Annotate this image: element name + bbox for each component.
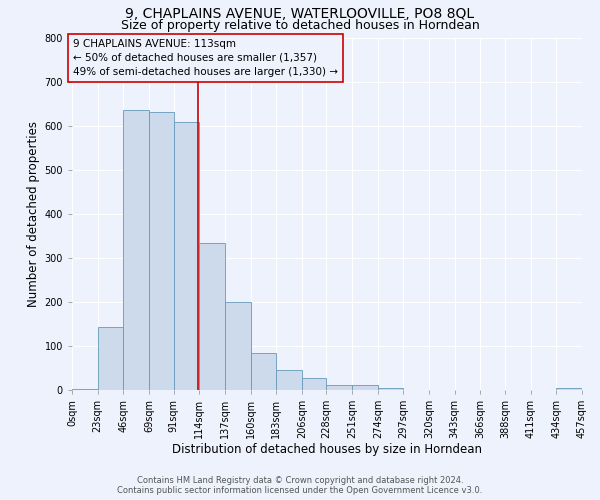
Bar <box>302 378 326 390</box>
Bar <box>124 110 149 390</box>
Bar <box>352 384 378 390</box>
Y-axis label: Number of detached properties: Number of detached properties <box>28 120 40 306</box>
Bar <box>326 385 352 390</box>
X-axis label: Distribution of detached houses by size in Horndean: Distribution of detached houses by size … <box>172 442 482 456</box>
Bar <box>98 327 124 390</box>
Bar <box>251 353 276 390</box>
Text: Contains HM Land Registry data © Crown copyright and database right 2024.
Contai: Contains HM Land Registry data © Crown c… <box>118 476 482 495</box>
Bar <box>199 244 225 390</box>
Text: Size of property relative to detached houses in Horndean: Size of property relative to detached ho… <box>121 18 479 32</box>
Bar <box>556 388 582 390</box>
Bar <box>225 302 251 390</box>
Text: 9, CHAPLAINS AVENUE, WATERLOOVILLE, PO8 8QL: 9, CHAPLAINS AVENUE, WATERLOOVILLE, PO8 … <box>125 8 475 22</box>
Bar <box>276 370 302 390</box>
Bar <box>149 112 173 390</box>
Text: 9 CHAPLAINS AVENUE: 113sqm
← 50% of detached houses are smaller (1,357)
49% of s: 9 CHAPLAINS AVENUE: 113sqm ← 50% of deta… <box>73 39 338 77</box>
Bar <box>378 388 403 390</box>
Bar <box>72 388 98 390</box>
Bar <box>173 122 199 390</box>
